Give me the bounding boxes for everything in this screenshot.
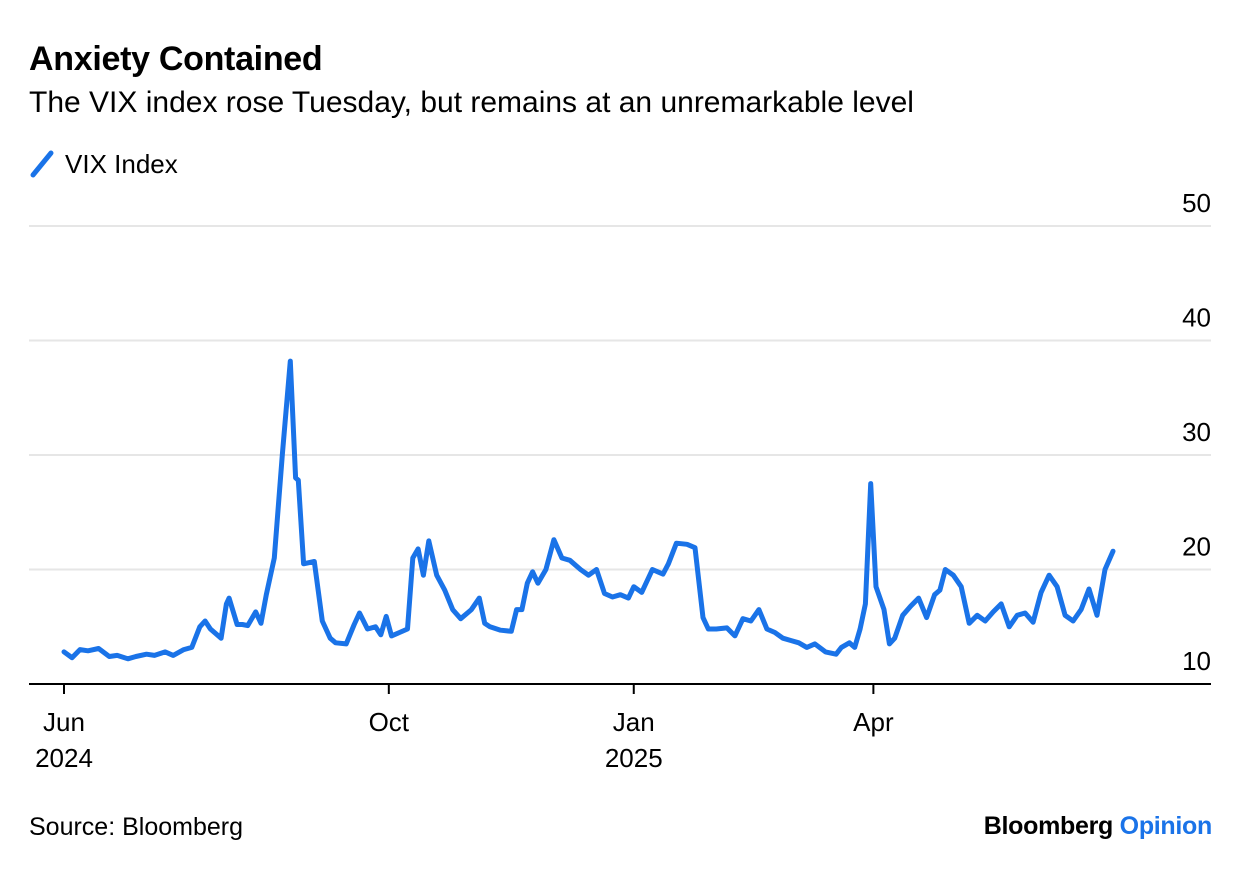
series-line-vix-index [61, 358, 1116, 662]
y-tick-label-10: 10 [1182, 646, 1211, 676]
legend: VIX Index [29, 148, 178, 180]
y-tick-label-30: 30 [1182, 417, 1211, 447]
y-axis-tick-labels: 10 20 30 40 50 [1182, 188, 1211, 676]
x-tick-label-jun: Jun [43, 707, 85, 737]
x-axis-ticks: Jun 2024 Oct Jan 2025 Apr [35, 684, 894, 773]
x-tick-label-oct: Oct [369, 707, 410, 737]
y-tick-label-20: 20 [1182, 532, 1211, 562]
x-tick-sublabel-2025: 2025 [605, 743, 663, 773]
brand-logo: Bloomberg Opinion [983, 812, 1213, 841]
source-note: Source: Bloomberg [29, 813, 244, 841]
chart-subtitle: The VIX index rose Tuesday, but remains … [29, 86, 914, 119]
grid-lines [29, 225, 1211, 571]
y-tick-label-40: 40 [1182, 303, 1211, 333]
legend-swatch-vix [30, 150, 54, 178]
y-tick-label-50: 50 [1182, 188, 1211, 218]
legend-label-vix: VIX Index [65, 148, 178, 179]
brand-bloomberg: Bloomberg [983, 812, 1114, 840]
brand-opinion: Opinion [1119, 812, 1213, 840]
chart-title: Anxiety Contained [29, 40, 323, 78]
x-tick-label-apr: Apr [853, 707, 894, 737]
x-tick-label-jan: Jan [613, 707, 655, 737]
x-tick-sublabel-2024: 2024 [35, 743, 93, 773]
